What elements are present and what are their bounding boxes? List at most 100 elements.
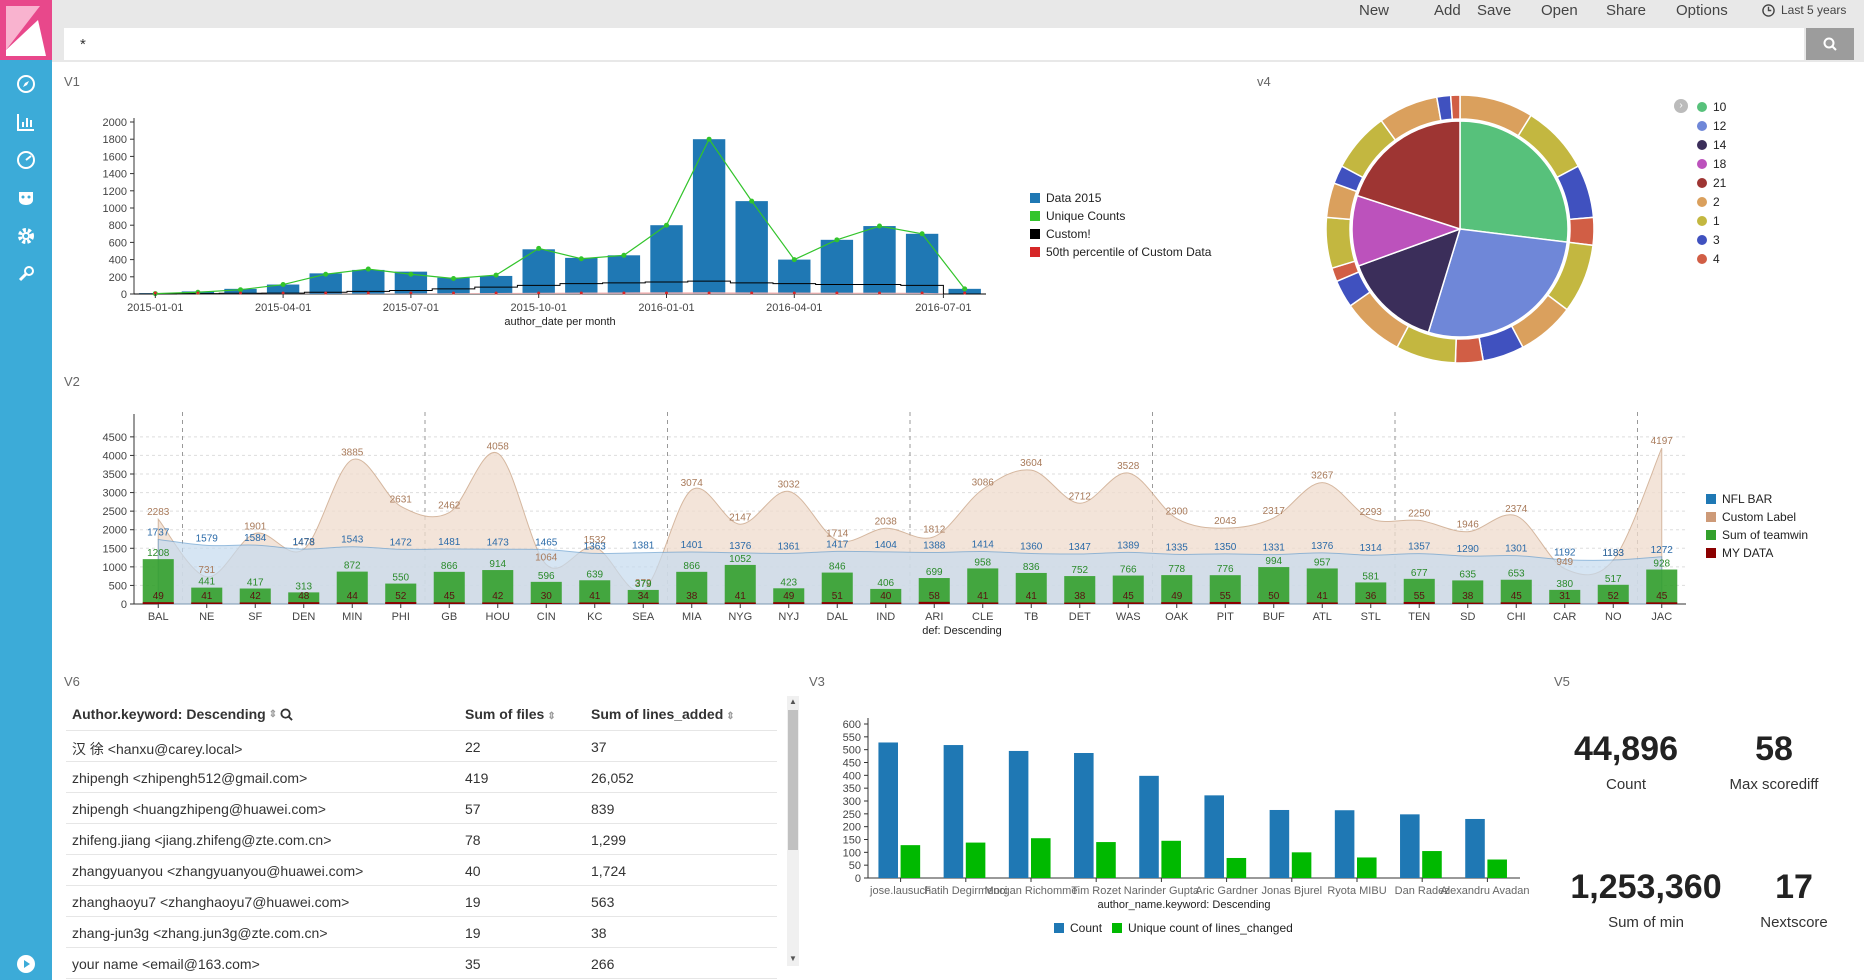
options-button[interactable]: Options [1676, 2, 1728, 19]
v3-legend-count[interactable]: Count [1054, 921, 1102, 935]
table-row[interactable]: zhipengh <zhipengh512@gmail.com> 419 26,05… [66, 762, 777, 793]
v2-xtick-label: MIN [342, 611, 362, 623]
pie-outer-slice [1449, 94, 1461, 121]
lines-added-cell: 563 [591, 894, 615, 910]
v2-mydata-bar [967, 602, 999, 604]
sort-icon[interactable]: ⇕ [726, 711, 735, 722]
v2-teamwin-label: 635 [1459, 569, 1476, 580]
v2-legend-custom[interactable]: Custom Label [1706, 510, 1796, 524]
search-button[interactable] [1806, 28, 1854, 60]
v3-xlabel: author_name.keyword: Descending [1097, 899, 1270, 911]
table-row[interactable]: zhifeng.jiang <jiang.zhifeng@zte.com.cn>… [66, 824, 777, 855]
v1-line-point [919, 231, 925, 237]
search-icon [1823, 37, 1837, 51]
col-lines-added[interactable]: Sum of lines_added ⇕ [591, 706, 735, 722]
v3-xtick-label: Fatih Degirmenci [924, 885, 1007, 897]
v4-legend-item[interactable]: 21 [1697, 176, 1726, 190]
add-button[interactable]: Add [1434, 2, 1461, 19]
v2-legend-mydata[interactable]: MY DATA [1706, 546, 1773, 560]
v3-unique-bar [1357, 857, 1377, 878]
timelion-icon[interactable] [14, 186, 38, 210]
v2-nfl-label: 1465 [535, 538, 558, 549]
v2-teamwin-label: 866 [441, 561, 458, 572]
visualize-icon[interactable] [14, 110, 38, 134]
collapse-play-icon[interactable] [14, 952, 38, 976]
v2-mydata-label: 49 [153, 591, 165, 602]
open-button[interactable]: Open [1541, 2, 1578, 19]
v2-teamwin-bar [1112, 575, 1144, 604]
v1-line-point [664, 222, 669, 228]
table-row[interactable]: zhanghaoyu7 <zhanghaoyu7@huawei.com> 19 56… [66, 886, 777, 917]
v3-count-bar [1334, 810, 1355, 878]
kibana-logo[interactable] [0, 0, 52, 60]
table-row[interactable]: zhang-jun3g <zhang.jun3g@zte.com.cn> 19 38 [66, 917, 777, 948]
v2-legend-teamwin[interactable]: Sum of teamwin [1706, 528, 1808, 542]
v1-custom-step-line [134, 280, 986, 295]
v4-legend-item[interactable]: 10 [1697, 100, 1726, 114]
files-cell: 57 [465, 801, 481, 817]
metric-nextscore-label: Nextscore [1760, 914, 1828, 931]
v2-teamwin-label: 379 [635, 579, 652, 590]
v1-ytick-label: 0 [121, 289, 127, 301]
dashboard-icon[interactable] [14, 148, 38, 172]
management-gear-icon[interactable] [14, 224, 38, 248]
table-row[interactable]: zhangyuanyou <zhangyuanyou@huawei.com> 40… [66, 855, 777, 886]
table-row[interactable]: your name <email@163.com> 35 266 [66, 948, 777, 979]
filter-search-icon[interactable] [280, 707, 293, 721]
discover-icon[interactable] [14, 72, 38, 96]
v4-legend-label: 12 [1713, 119, 1727, 133]
v2-ytick-label: 2500 [103, 506, 127, 518]
v4-legend-item[interactable]: 12 [1697, 119, 1726, 133]
v2-teamwin-bar [1452, 580, 1484, 604]
v2-mydata-bar [1500, 602, 1532, 604]
v4-legend-item[interactable]: 2 [1697, 195, 1720, 209]
save-button[interactable]: Save [1477, 2, 1512, 19]
v4-legend-item[interactable]: 1 [1697, 214, 1720, 228]
v3-count-bar [1400, 814, 1420, 878]
v1-legend-percentile[interactable]: 50th percentile of Custom Data [1030, 245, 1211, 259]
v4-legend-item[interactable]: 18 [1697, 157, 1726, 171]
new-button[interactable]: New [1359, 2, 1390, 19]
table-scrollbar[interactable]: ▲ ▼ [787, 696, 799, 966]
time-picker[interactable]: Last 5 years [1762, 3, 1846, 17]
share-button[interactable]: Share [1606, 2, 1647, 19]
v2-xtick-label: NO [1605, 611, 1622, 623]
col-author[interactable]: Author.keyword: Descending ⇕ [72, 706, 293, 722]
v4-legend-item[interactable]: 14 [1697, 138, 1726, 152]
v2-legend-nfl[interactable]: NFL BAR [1706, 492, 1772, 506]
metric-summin-value: 1,253,360 [1570, 868, 1722, 906]
v2-teamwin-label: 957 [1314, 557, 1331, 568]
v2-nfl-label: 1389 [1117, 540, 1140, 551]
legend-toggle-icon[interactable]: › [1674, 99, 1688, 113]
v2-custom-label: 379 [635, 578, 652, 589]
v2-teamwin-label: 836 [1023, 562, 1040, 573]
v1-legend-custom[interactable]: Custom! [1030, 227, 1091, 241]
sort-icon[interactable]: ⇕ [547, 711, 556, 722]
v1-legend-unique[interactable]: Unique Counts [1030, 209, 1125, 223]
v2-mydata-bar [1355, 602, 1387, 604]
v2-nfl-label: 1347 [1069, 542, 1092, 553]
v2-ytick-label: 4500 [103, 432, 127, 444]
v3-legend-unique[interactable]: Unique count of lines_changed [1112, 921, 1293, 935]
v1-legend-data2015[interactable]: Data 2015 [1030, 191, 1101, 205]
table-row[interactable]: 汉 徐 <hanxu@carey.local> 22 37 [66, 731, 777, 762]
v1-ytick-label: 1200 [103, 186, 127, 198]
metric-scorediff-value: 58 [1755, 730, 1793, 768]
col-files[interactable]: Sum of files ⇕ [465, 706, 556, 722]
v2-xtick-label: NE [199, 611, 214, 623]
v2-xtick-label: DAL [827, 611, 848, 623]
v2-mydata-label: 41 [1026, 591, 1038, 602]
v2-teamwin-bar [918, 578, 950, 604]
v2-mydata-label: 41 [201, 591, 213, 602]
v1-bar [820, 239, 854, 294]
v1-xtick-label: 2015-04-01 [255, 302, 311, 314]
v3-ytick-label: 100 [843, 847, 861, 859]
v2-teamwin-bar [1646, 569, 1678, 604]
search-input[interactable] [64, 28, 1804, 60]
v4-legend-item[interactable]: 4 [1697, 252, 1720, 266]
sort-icon[interactable]: ⇕ [268, 708, 278, 720]
table-row[interactable]: zhipengh <huangzhipeng@huawei.com> 57 839 [66, 793, 777, 824]
v2-teamwin-label: 423 [780, 577, 797, 588]
devtools-wrench-icon[interactable] [14, 262, 38, 286]
v4-legend-item[interactable]: 3 [1697, 233, 1720, 247]
